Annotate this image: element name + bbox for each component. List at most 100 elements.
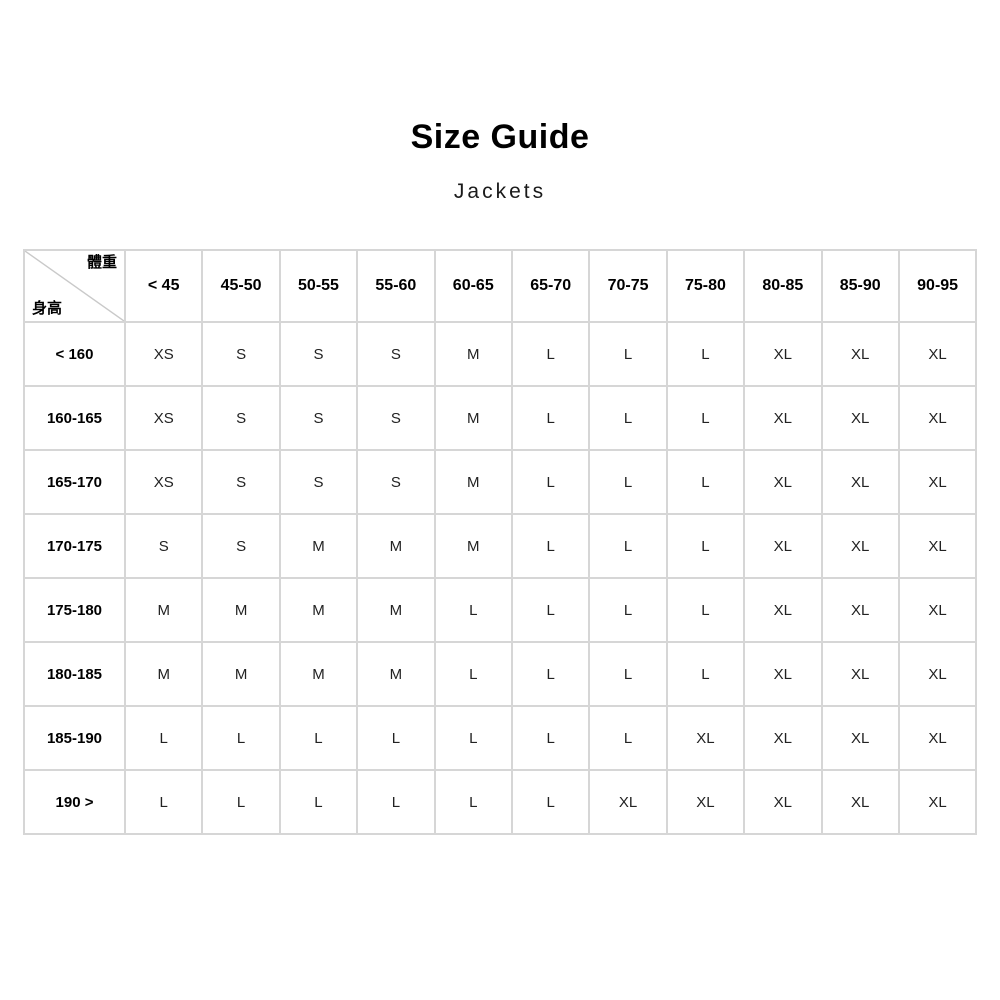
size-cell: L: [356, 769, 436, 835]
size-cell: L: [123, 769, 204, 835]
size-cell: L: [433, 641, 513, 707]
size-cell: L: [123, 705, 204, 771]
size-cell: XL: [820, 705, 900, 771]
size-cell: XL: [665, 769, 746, 835]
size-cell: XL: [897, 769, 978, 835]
size-cell: M: [433, 449, 513, 515]
height-axis-label: 身高: [32, 299, 63, 317]
size-cell: S: [201, 449, 281, 515]
size-cell: XL: [897, 385, 978, 451]
size-cell: XL: [743, 513, 823, 579]
size-cell: XL: [588, 769, 668, 835]
size-cell: L: [588, 385, 668, 451]
size-cell: S: [356, 385, 436, 451]
size-cell: L: [665, 513, 746, 579]
column-header-8: 80-85: [743, 249, 823, 323]
size-cell: XL: [897, 641, 978, 707]
row-header-2: 165-170: [23, 449, 126, 515]
size-cell: L: [588, 577, 668, 643]
table-row: < 160 XS S S S M L L L XL XL XL: [23, 321, 978, 387]
size-cell: L: [433, 769, 513, 835]
size-cell: M: [123, 577, 204, 643]
size-cell: XL: [897, 705, 978, 771]
column-header-3: 55-60: [356, 249, 436, 323]
size-cell: L: [201, 705, 281, 771]
size-cell: M: [278, 513, 359, 579]
size-cell: M: [356, 641, 436, 707]
size-cell: XL: [743, 449, 823, 515]
size-cell: XS: [123, 321, 204, 387]
table-row: 175-180 M M M M L L L L XL XL XL: [23, 577, 978, 643]
column-header-0: < 45: [123, 249, 204, 323]
size-cell: S: [356, 449, 436, 515]
size-cell: M: [433, 385, 513, 451]
size-cell: L: [665, 449, 746, 515]
size-cell: XL: [820, 769, 900, 835]
size-cell: XL: [820, 385, 900, 451]
table-row: 160-165 XS S S S M L L L XL XL XL: [23, 385, 978, 451]
size-cell: S: [278, 321, 359, 387]
table-body: < 160 XS S S S M L L L XL XL XL 160-165 …: [23, 321, 978, 835]
diagonal-divider-icon: [25, 251, 124, 321]
row-header-5: 180-185: [23, 641, 126, 707]
row-header-0: < 160: [23, 321, 126, 387]
size-chart-table: 體重 身高 < 45 45-50 50-55 55-60 60-65 65-70…: [23, 249, 978, 835]
size-cell: XL: [897, 513, 978, 579]
column-header-9: 85-90: [820, 249, 900, 323]
size-cell: M: [356, 577, 436, 643]
row-header-1: 160-165: [23, 385, 126, 451]
size-cell: L: [356, 705, 436, 771]
table-row: 190 > L L L L L L XL XL XL XL XL: [23, 769, 978, 835]
column-header-6: 70-75: [588, 249, 668, 323]
size-cell: XS: [123, 385, 204, 451]
size-cell: S: [201, 385, 281, 451]
size-cell: M: [433, 513, 513, 579]
size-cell: L: [588, 321, 668, 387]
size-cell: XL: [743, 321, 823, 387]
page-title: Size Guide: [410, 118, 590, 156]
size-cell: L: [588, 705, 668, 771]
size-cell: M: [278, 641, 359, 707]
size-cell: L: [278, 705, 359, 771]
size-cell: L: [433, 705, 513, 771]
size-cell: M: [356, 513, 436, 579]
column-header-2: 50-55: [278, 249, 359, 323]
size-cell: S: [201, 513, 281, 579]
size-cell: XL: [743, 577, 823, 643]
size-cell: XL: [820, 577, 900, 643]
size-cell: XL: [743, 641, 823, 707]
row-header-3: 170-175: [23, 513, 126, 579]
column-header-7: 75-80: [665, 249, 746, 323]
size-cell: S: [356, 321, 436, 387]
size-cell: L: [510, 513, 591, 579]
row-header-7: 190 >: [23, 769, 126, 835]
size-cell: L: [278, 769, 359, 835]
size-cell: L: [588, 641, 668, 707]
size-cell: L: [510, 769, 591, 835]
size-cell: XL: [820, 321, 900, 387]
table-header-row: 體重 身高 < 45 45-50 50-55 55-60 60-65 65-70…: [23, 249, 978, 323]
row-header-6: 185-190: [23, 705, 126, 771]
table-row: 165-170 XS S S S M L L L XL XL XL: [23, 449, 978, 515]
size-table-container: 體重 身高 < 45 45-50 50-55 55-60 60-65 65-70…: [23, 249, 978, 835]
table-row: 185-190 L L L L L L L XL XL XL XL: [23, 705, 978, 771]
size-cell: XL: [897, 321, 978, 387]
row-header-4: 175-180: [23, 577, 126, 643]
column-header-10: 90-95: [897, 249, 978, 323]
size-cell: M: [433, 321, 513, 387]
page-subtitle: Jackets: [453, 180, 547, 204]
size-cell: S: [278, 449, 359, 515]
size-cell: S: [278, 385, 359, 451]
size-cell: L: [665, 577, 746, 643]
size-cell: S: [201, 321, 281, 387]
size-cell: L: [665, 321, 746, 387]
column-header-1: 45-50: [201, 249, 281, 323]
weight-axis-label: 體重: [86, 254, 117, 271]
size-cell: XL: [820, 641, 900, 707]
size-cell: M: [201, 641, 281, 707]
column-header-4: 60-65: [433, 249, 513, 323]
size-cell: L: [588, 513, 668, 579]
size-cell: XL: [743, 385, 823, 451]
size-cell: XL: [743, 705, 823, 771]
